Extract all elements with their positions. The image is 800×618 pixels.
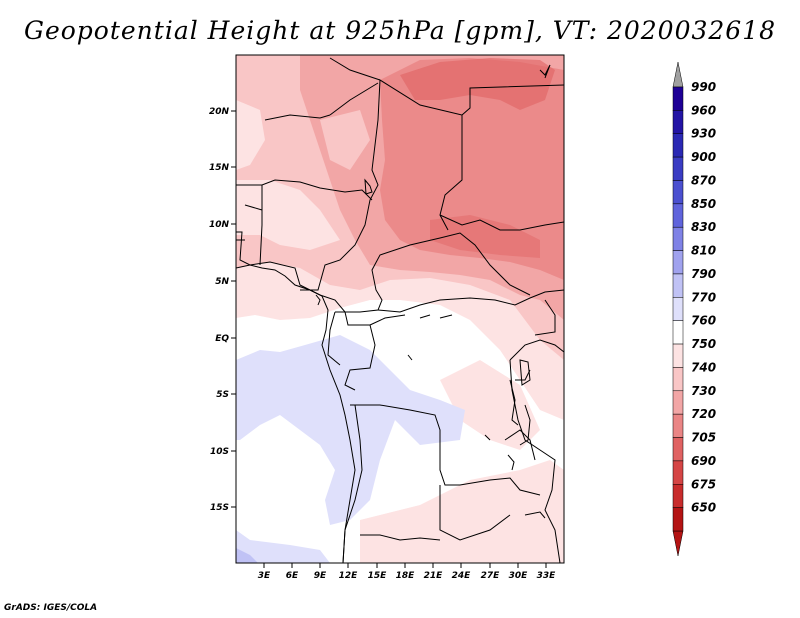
lon-label: 24E xyxy=(452,571,472,581)
colorbar-label: 705 xyxy=(691,431,716,445)
lat-label: 15S xyxy=(210,503,229,513)
colorbar-swatch xyxy=(672,413,684,438)
lon-label: 30E xyxy=(509,571,529,581)
colorbar-swatch xyxy=(672,297,684,321)
colorbar-label: 760 xyxy=(691,314,716,328)
country-borders xyxy=(236,57,564,563)
colorbar-swatch xyxy=(672,460,684,485)
lat-label: 15N xyxy=(209,163,230,173)
colorbar-swatch xyxy=(672,203,684,228)
colorbar-swatch xyxy=(672,320,684,345)
colorbar-swatch xyxy=(672,180,684,205)
colorbar-swatch xyxy=(672,156,684,181)
colorbar-label: 675 xyxy=(691,477,716,491)
colorbar-bottom-arrow xyxy=(672,530,684,557)
colorbar-swatch xyxy=(672,367,684,392)
colorbar-label: 690 xyxy=(691,454,716,468)
lat-labels: 20N 15N 10N 5N EQ 5S 10S 15S xyxy=(209,107,230,513)
lon-label: 12E xyxy=(339,571,359,581)
colorbar-label: 870 xyxy=(691,173,716,187)
colorbar: 990 960 930 900 870 850 830 810 790 770 760 750 740 7… xyxy=(672,61,716,557)
colorbar-swatch xyxy=(672,250,684,275)
lon-ticks xyxy=(263,563,547,568)
lon-label: 9E xyxy=(314,571,327,581)
lon-label: 21E xyxy=(424,571,444,581)
map-title: Geopotential Height at 925hPa [gpm], VT:… xyxy=(23,16,777,45)
colorbar-label: 720 xyxy=(691,407,716,421)
colorbar-label: 650 xyxy=(691,501,716,515)
lon-labels: 3E 6E 9E 12E 15E 18E 21E 24E 27E 30E 33E xyxy=(258,571,556,581)
colorbar-top-arrow xyxy=(672,61,684,88)
colorbar-label: 960 xyxy=(691,103,716,117)
lon-label: 6E xyxy=(286,571,299,581)
colorbar-label: 810 xyxy=(691,244,716,258)
colorbar-label: 750 xyxy=(691,337,716,351)
colorbar-swatch xyxy=(672,390,684,415)
colorbar-label: 790 xyxy=(691,267,716,281)
coastline xyxy=(236,64,551,563)
lon-label: 3E xyxy=(258,571,271,581)
colorbar-swatch xyxy=(672,110,684,134)
colorbar-label: 830 xyxy=(691,220,716,234)
lon-label: 15E xyxy=(368,571,388,581)
colorbar-swatch xyxy=(672,86,684,111)
colorbar-label: 770 xyxy=(691,290,716,304)
colorbar-label: 930 xyxy=(691,127,716,141)
colorbar-swatch xyxy=(672,343,684,368)
colorbar-label: 730 xyxy=(691,384,716,398)
shaded-field xyxy=(236,55,564,563)
map-frame xyxy=(235,54,565,564)
grads-credit: GrADS: IGES/COLA xyxy=(4,603,98,613)
colorbar-swatch xyxy=(672,226,684,251)
colorbar-swatch xyxy=(672,507,684,532)
lon-label: 27E xyxy=(481,571,501,581)
lon-label: 18E xyxy=(396,571,416,581)
colorbar-label: 850 xyxy=(691,197,716,211)
lat-label: 10N xyxy=(209,220,230,230)
colorbar-swatch xyxy=(672,133,684,158)
lat-label: 5S xyxy=(216,390,229,400)
colorbar-swatch xyxy=(672,273,684,298)
colorbar-swatch xyxy=(672,484,684,508)
lat-label: 20N xyxy=(209,107,230,117)
colorbar-label: 740 xyxy=(691,360,716,374)
colorbar-label: 990 xyxy=(691,80,716,94)
lat-label: 5N xyxy=(215,277,229,287)
lat-label: 10S xyxy=(210,447,229,457)
lat-label: EQ xyxy=(215,334,229,344)
lon-label: 33E xyxy=(537,571,557,581)
colorbar-label: 900 xyxy=(691,150,716,164)
lat-ticks xyxy=(231,110,236,508)
colorbar-swatch xyxy=(672,437,684,462)
